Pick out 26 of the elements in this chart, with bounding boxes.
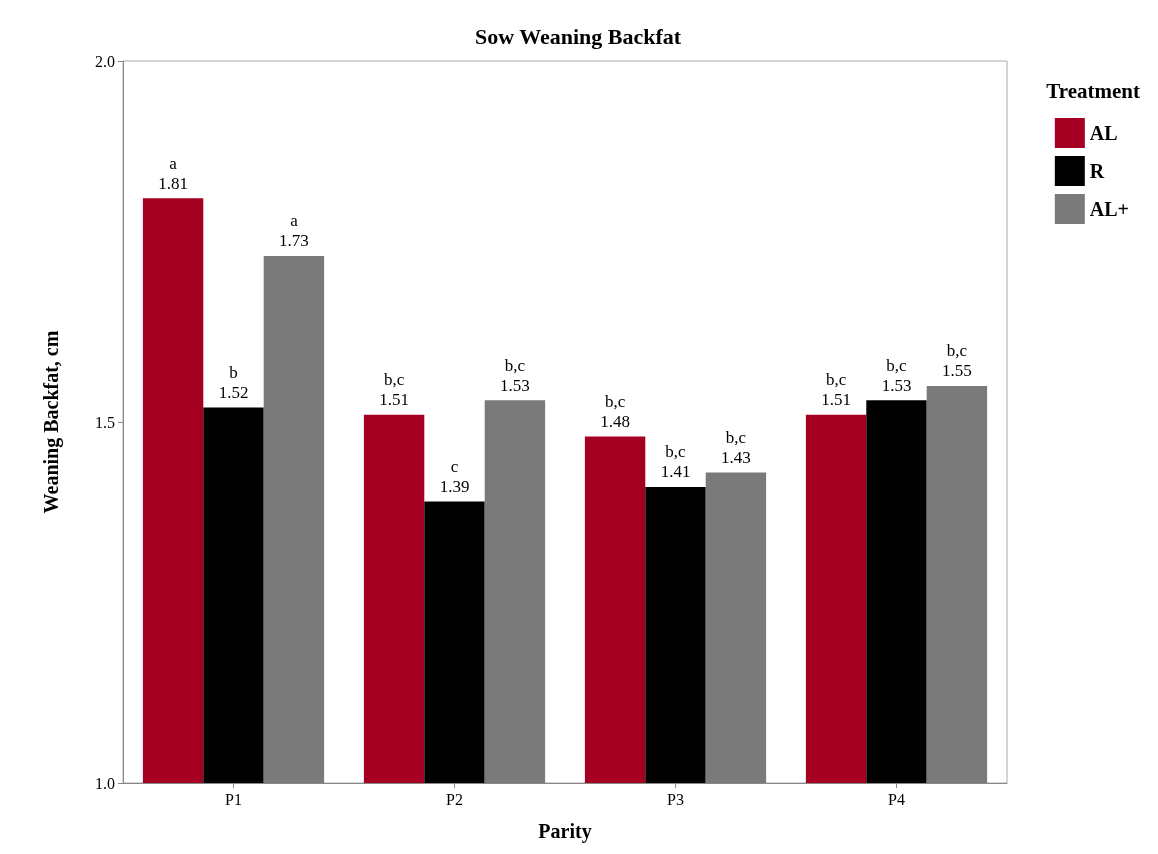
- data-label: b 1.52: [218, 363, 249, 403]
- legend-label: AL: [1089, 122, 1118, 144]
- y-axis-title: Weaning Backfat, cm: [40, 330, 63, 514]
- x-tick-label: P3: [667, 790, 684, 808]
- data-label: b,c 1.51: [379, 370, 409, 410]
- data-label: b,c 1.55: [942, 341, 972, 381]
- data-label: b,c 1.43: [721, 428, 751, 468]
- chart-title: Sow Weaning Backfat: [474, 23, 682, 49]
- data-label: b,c 1.53: [500, 355, 530, 395]
- data-label: a 1.81: [158, 153, 188, 193]
- legend-label: AL+: [1089, 198, 1130, 220]
- legend-label: R: [1089, 160, 1105, 182]
- x-tick-label: P4: [888, 790, 905, 808]
- data-label: b,c 1.48: [600, 391, 630, 431]
- x-axis-title: Parity: [538, 820, 592, 843]
- data-label: b,c 1.41: [660, 442, 691, 482]
- data-label: b,c 1.51: [821, 370, 851, 410]
- data-label: b,c 1.53: [881, 355, 912, 395]
- x-tick-label: P1: [225, 790, 242, 808]
- y-tick-label: 1.5: [95, 413, 115, 431]
- y-tick-label: 1.0: [95, 774, 115, 792]
- legend-title: Treatment: [1046, 78, 1141, 103]
- y-tick-label: 2.0: [95, 52, 115, 70]
- data-label: c 1.39: [439, 456, 470, 496]
- x-tick-label: P2: [446, 790, 463, 808]
- data-label: a 1.73: [279, 211, 309, 251]
